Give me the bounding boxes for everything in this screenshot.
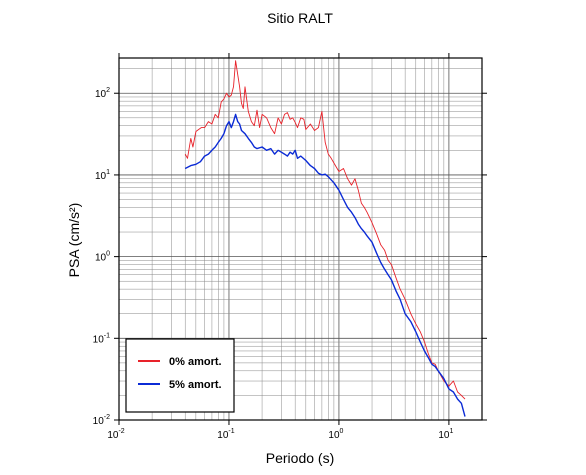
plot-frame xyxy=(118,57,483,421)
y-tick-base: 10 xyxy=(95,89,107,100)
series-line-1 xyxy=(184,113,466,417)
y-tick-label: 101 xyxy=(95,169,110,182)
y-tick-exponent: 1 xyxy=(106,169,110,176)
chart-title: Sitio RALT xyxy=(267,10,333,26)
y-tick-label: 102 xyxy=(95,87,110,100)
y-tick-exponent: 0 xyxy=(106,251,110,258)
ticks xyxy=(114,53,487,425)
x-tick-base: 10 xyxy=(107,430,119,441)
x-tick-exponent: -2 xyxy=(118,428,124,435)
x-axis-label: Periodo (s) xyxy=(266,450,334,466)
x-tick-exponent: -1 xyxy=(228,428,234,435)
x-tick-label: 10-2 xyxy=(107,428,124,441)
y-tick-label: 10-1 xyxy=(93,332,110,345)
y-tick-base: 10 xyxy=(93,416,105,427)
series-layer xyxy=(184,60,466,417)
y-tick-exponent: -1 xyxy=(104,332,110,339)
x-tick-labels: 10-2 10-1 100 101 xyxy=(107,428,453,441)
x-tick-base: 10 xyxy=(438,430,450,441)
y-tick-base: 10 xyxy=(95,171,107,182)
y-tick-label: 100 xyxy=(95,251,110,264)
y-tick-label: 10-2 xyxy=(93,414,110,427)
series-line-0 xyxy=(184,60,466,400)
y-tick-base: 10 xyxy=(93,334,105,345)
grid xyxy=(118,58,483,421)
x-tick-exponent: 0 xyxy=(340,428,344,435)
legend-label-0: 0% amort. xyxy=(169,356,222,368)
x-tick-label: 10-1 xyxy=(217,428,234,441)
x-tick-exponent: 1 xyxy=(450,428,454,435)
x-tick-label: 101 xyxy=(438,428,453,441)
y-tick-base: 10 xyxy=(95,253,107,264)
x-tick-label: 100 xyxy=(328,428,343,441)
legend: 0% amort. 5% amort. xyxy=(125,338,235,413)
legend-label-1: 5% amort. xyxy=(169,379,222,391)
x-tick-base: 10 xyxy=(328,430,340,441)
x-tick-base: 10 xyxy=(217,430,229,441)
y-tick-exponent: 2 xyxy=(106,87,110,94)
legend-box xyxy=(125,338,235,413)
y-tick-exponent: -2 xyxy=(104,414,110,421)
y-axis-label: PSA (cm/s²) xyxy=(66,203,82,278)
